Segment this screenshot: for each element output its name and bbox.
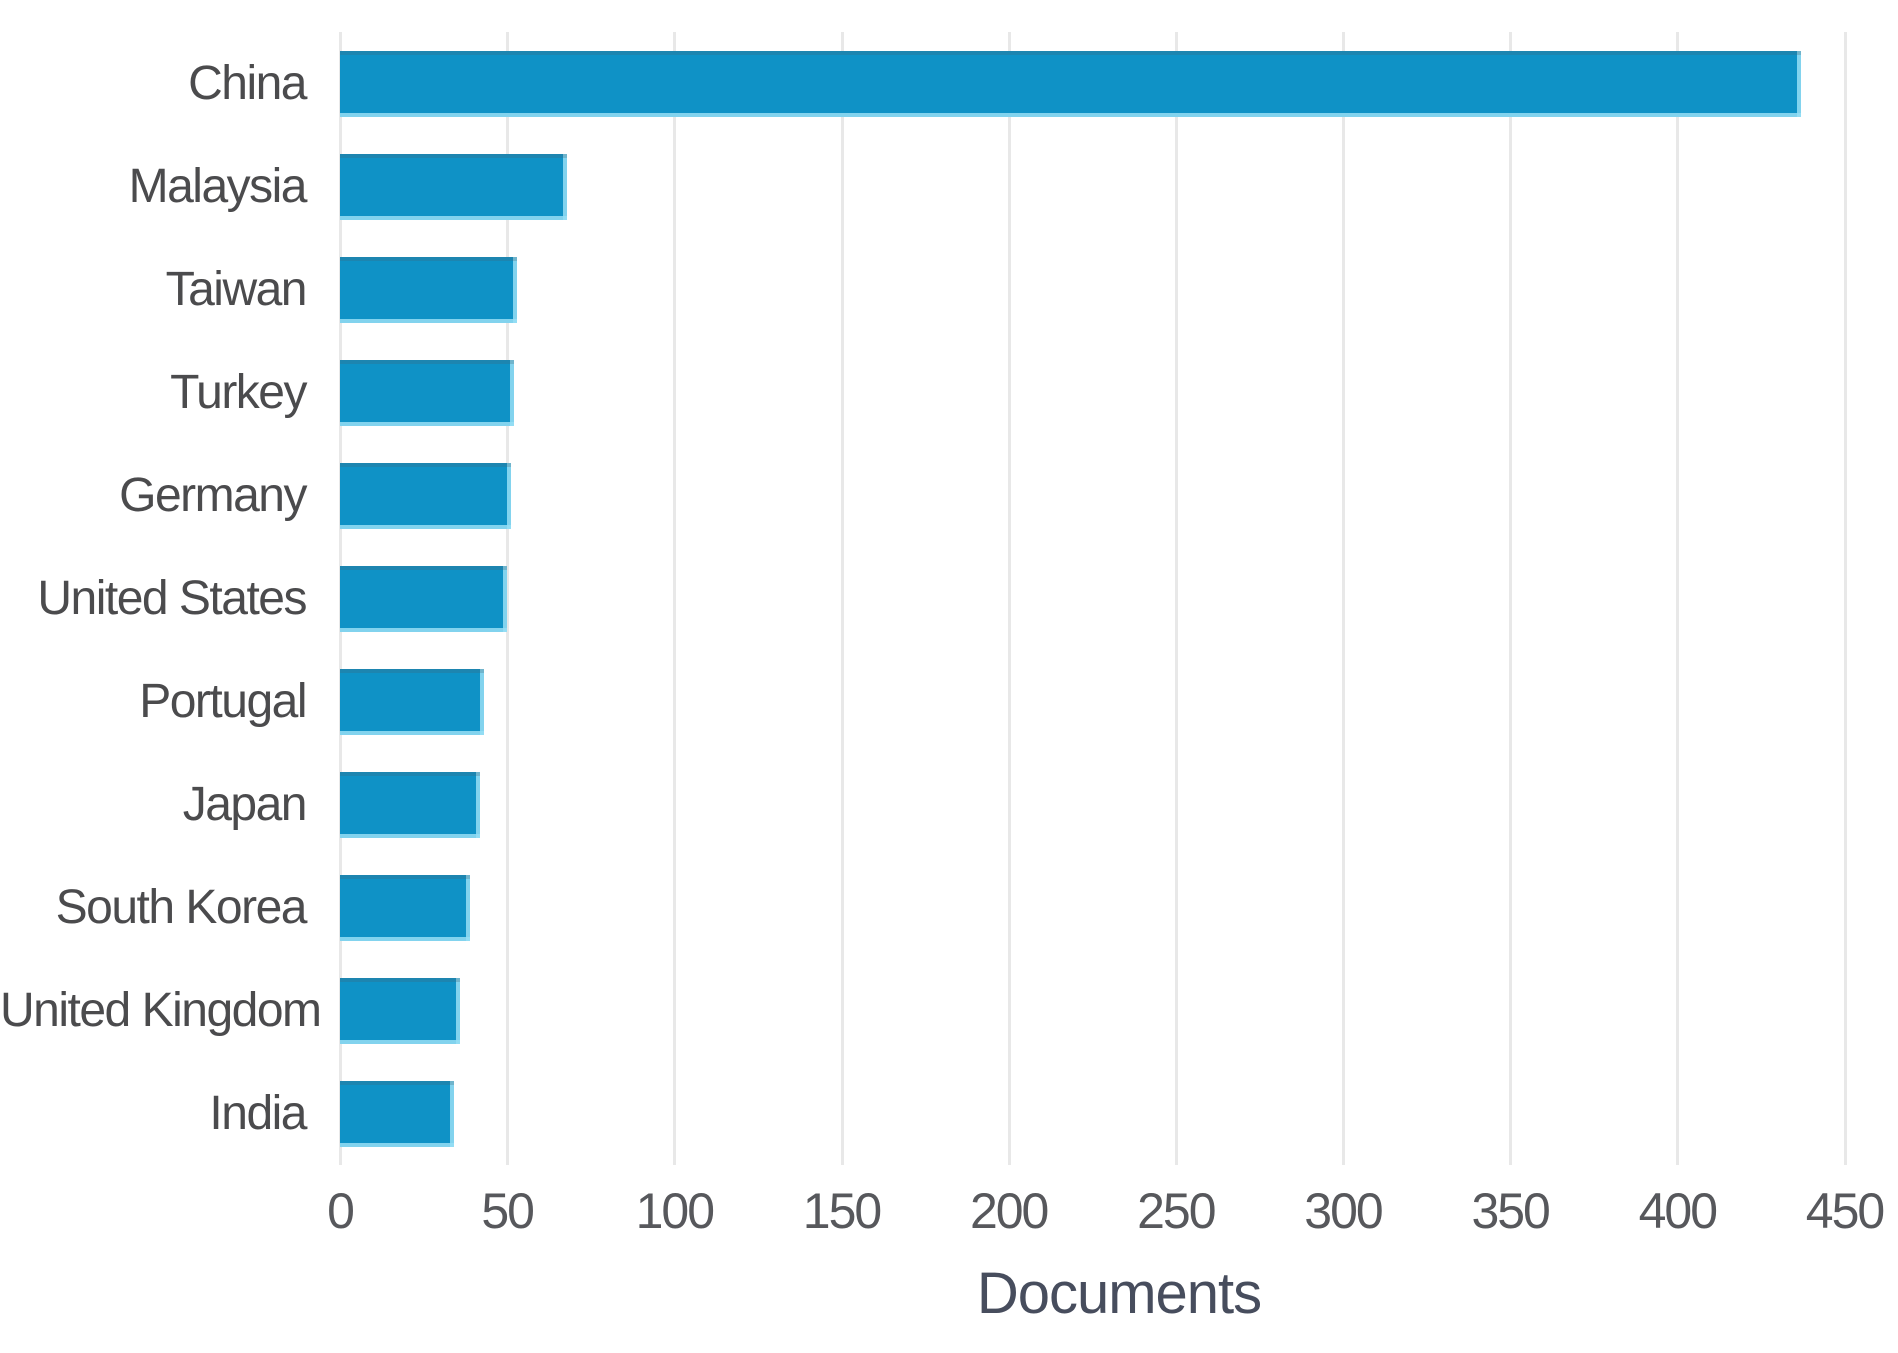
- bar-track: [340, 650, 1898, 753]
- bar-turkey: [340, 359, 514, 426]
- bar-taiwan: [340, 256, 518, 323]
- bar-rows: China Malaysia Taiwan Turkey Germany United S…: [0, 32, 1898, 1165]
- gridline-150: [840, 32, 844, 1165]
- category-label-taiwan: Taiwan: [165, 262, 308, 316]
- x-tick-label-200: 200: [969, 1183, 1049, 1239]
- x-tick-label-350: 350: [1471, 1183, 1550, 1239]
- gridline-100: [673, 32, 677, 1165]
- bar-japan: [340, 771, 481, 838]
- x-tick-label-400: 400: [1638, 1183, 1718, 1239]
- category-label-malaysia: Malaysia: [128, 159, 308, 213]
- chart-row-china: China: [0, 32, 1898, 135]
- bar-track: [340, 547, 1898, 650]
- chart-row-turkey: Turkey: [0, 341, 1898, 444]
- chart-row-taiwan: Taiwan: [0, 238, 1898, 341]
- category-label-united-states: United States: [37, 571, 307, 625]
- bar-china: [340, 50, 1802, 117]
- bar-germany: [340, 462, 511, 529]
- bar-track: [340, 444, 1898, 547]
- bar-portugal: [340, 668, 484, 735]
- gridline-300: [1342, 32, 1345, 1165]
- x-axis-ticks: 0 50 100 150 200 250 300 350 400 450: [327, 1183, 1898, 1250]
- bar-india: [340, 1080, 454, 1147]
- category-label-turkey: Turkey: [170, 365, 307, 419]
- x-tick-label-300: 300: [1304, 1183, 1383, 1239]
- x-tick-label-150: 150: [802, 1183, 882, 1239]
- x-tick-label-250: 250: [1137, 1183, 1216, 1239]
- bar-track: [340, 959, 1898, 1062]
- bar-track: [340, 1062, 1898, 1165]
- category-label-united-kingdom: United Kingdom: [0, 983, 322, 1037]
- bar-track: [340, 753, 1898, 856]
- x-tick-label-0: 0: [327, 1183, 355, 1239]
- chart-row-japan: Japan: [0, 753, 1898, 856]
- chart-row-south-korea: South Korea: [0, 856, 1898, 959]
- chart-row-portugal: Portugal: [0, 650, 1898, 753]
- bar-united-states: [340, 565, 508, 632]
- category-label-japan: Japan: [182, 777, 308, 831]
- gridline-350: [1509, 32, 1513, 1165]
- x-tick-label-50: 50: [481, 1183, 535, 1239]
- gridline-450: [1843, 32, 1847, 1165]
- bar-malaysia: [340, 153, 568, 220]
- chart-row-malaysia: Malaysia: [0, 135, 1898, 238]
- gridline-200: [1007, 32, 1011, 1165]
- gridline-250: [1174, 32, 1178, 1165]
- bar-track: [340, 135, 1898, 238]
- x-tick-label-450: 450: [1805, 1183, 1885, 1239]
- category-label-india: India: [209, 1086, 307, 1140]
- chart-row-united-kingdom: United Kingdom: [0, 959, 1898, 1062]
- category-label-germany: Germany: [119, 468, 307, 522]
- x-tick-label-100: 100: [635, 1183, 715, 1239]
- category-label-china: China: [188, 56, 307, 110]
- chart-row-united-states: United States: [0, 547, 1898, 650]
- chart-row-india: India: [0, 1062, 1898, 1165]
- x-axis-title: Documents: [976, 1261, 1262, 1326]
- category-label-portugal: Portugal: [139, 674, 307, 728]
- bar-united-kingdom: [340, 977, 461, 1044]
- gridline-400: [1676, 32, 1680, 1165]
- bar-track: [340, 32, 1898, 135]
- bar-track: [340, 856, 1898, 959]
- gridline-50: [506, 32, 510, 1165]
- bar-track: [340, 238, 1898, 341]
- bar-track: [340, 341, 1898, 444]
- chart-row-germany: Germany: [0, 444, 1898, 547]
- category-label-south-korea: South Korea: [55, 880, 308, 934]
- bar-south-korea: [340, 874, 471, 941]
